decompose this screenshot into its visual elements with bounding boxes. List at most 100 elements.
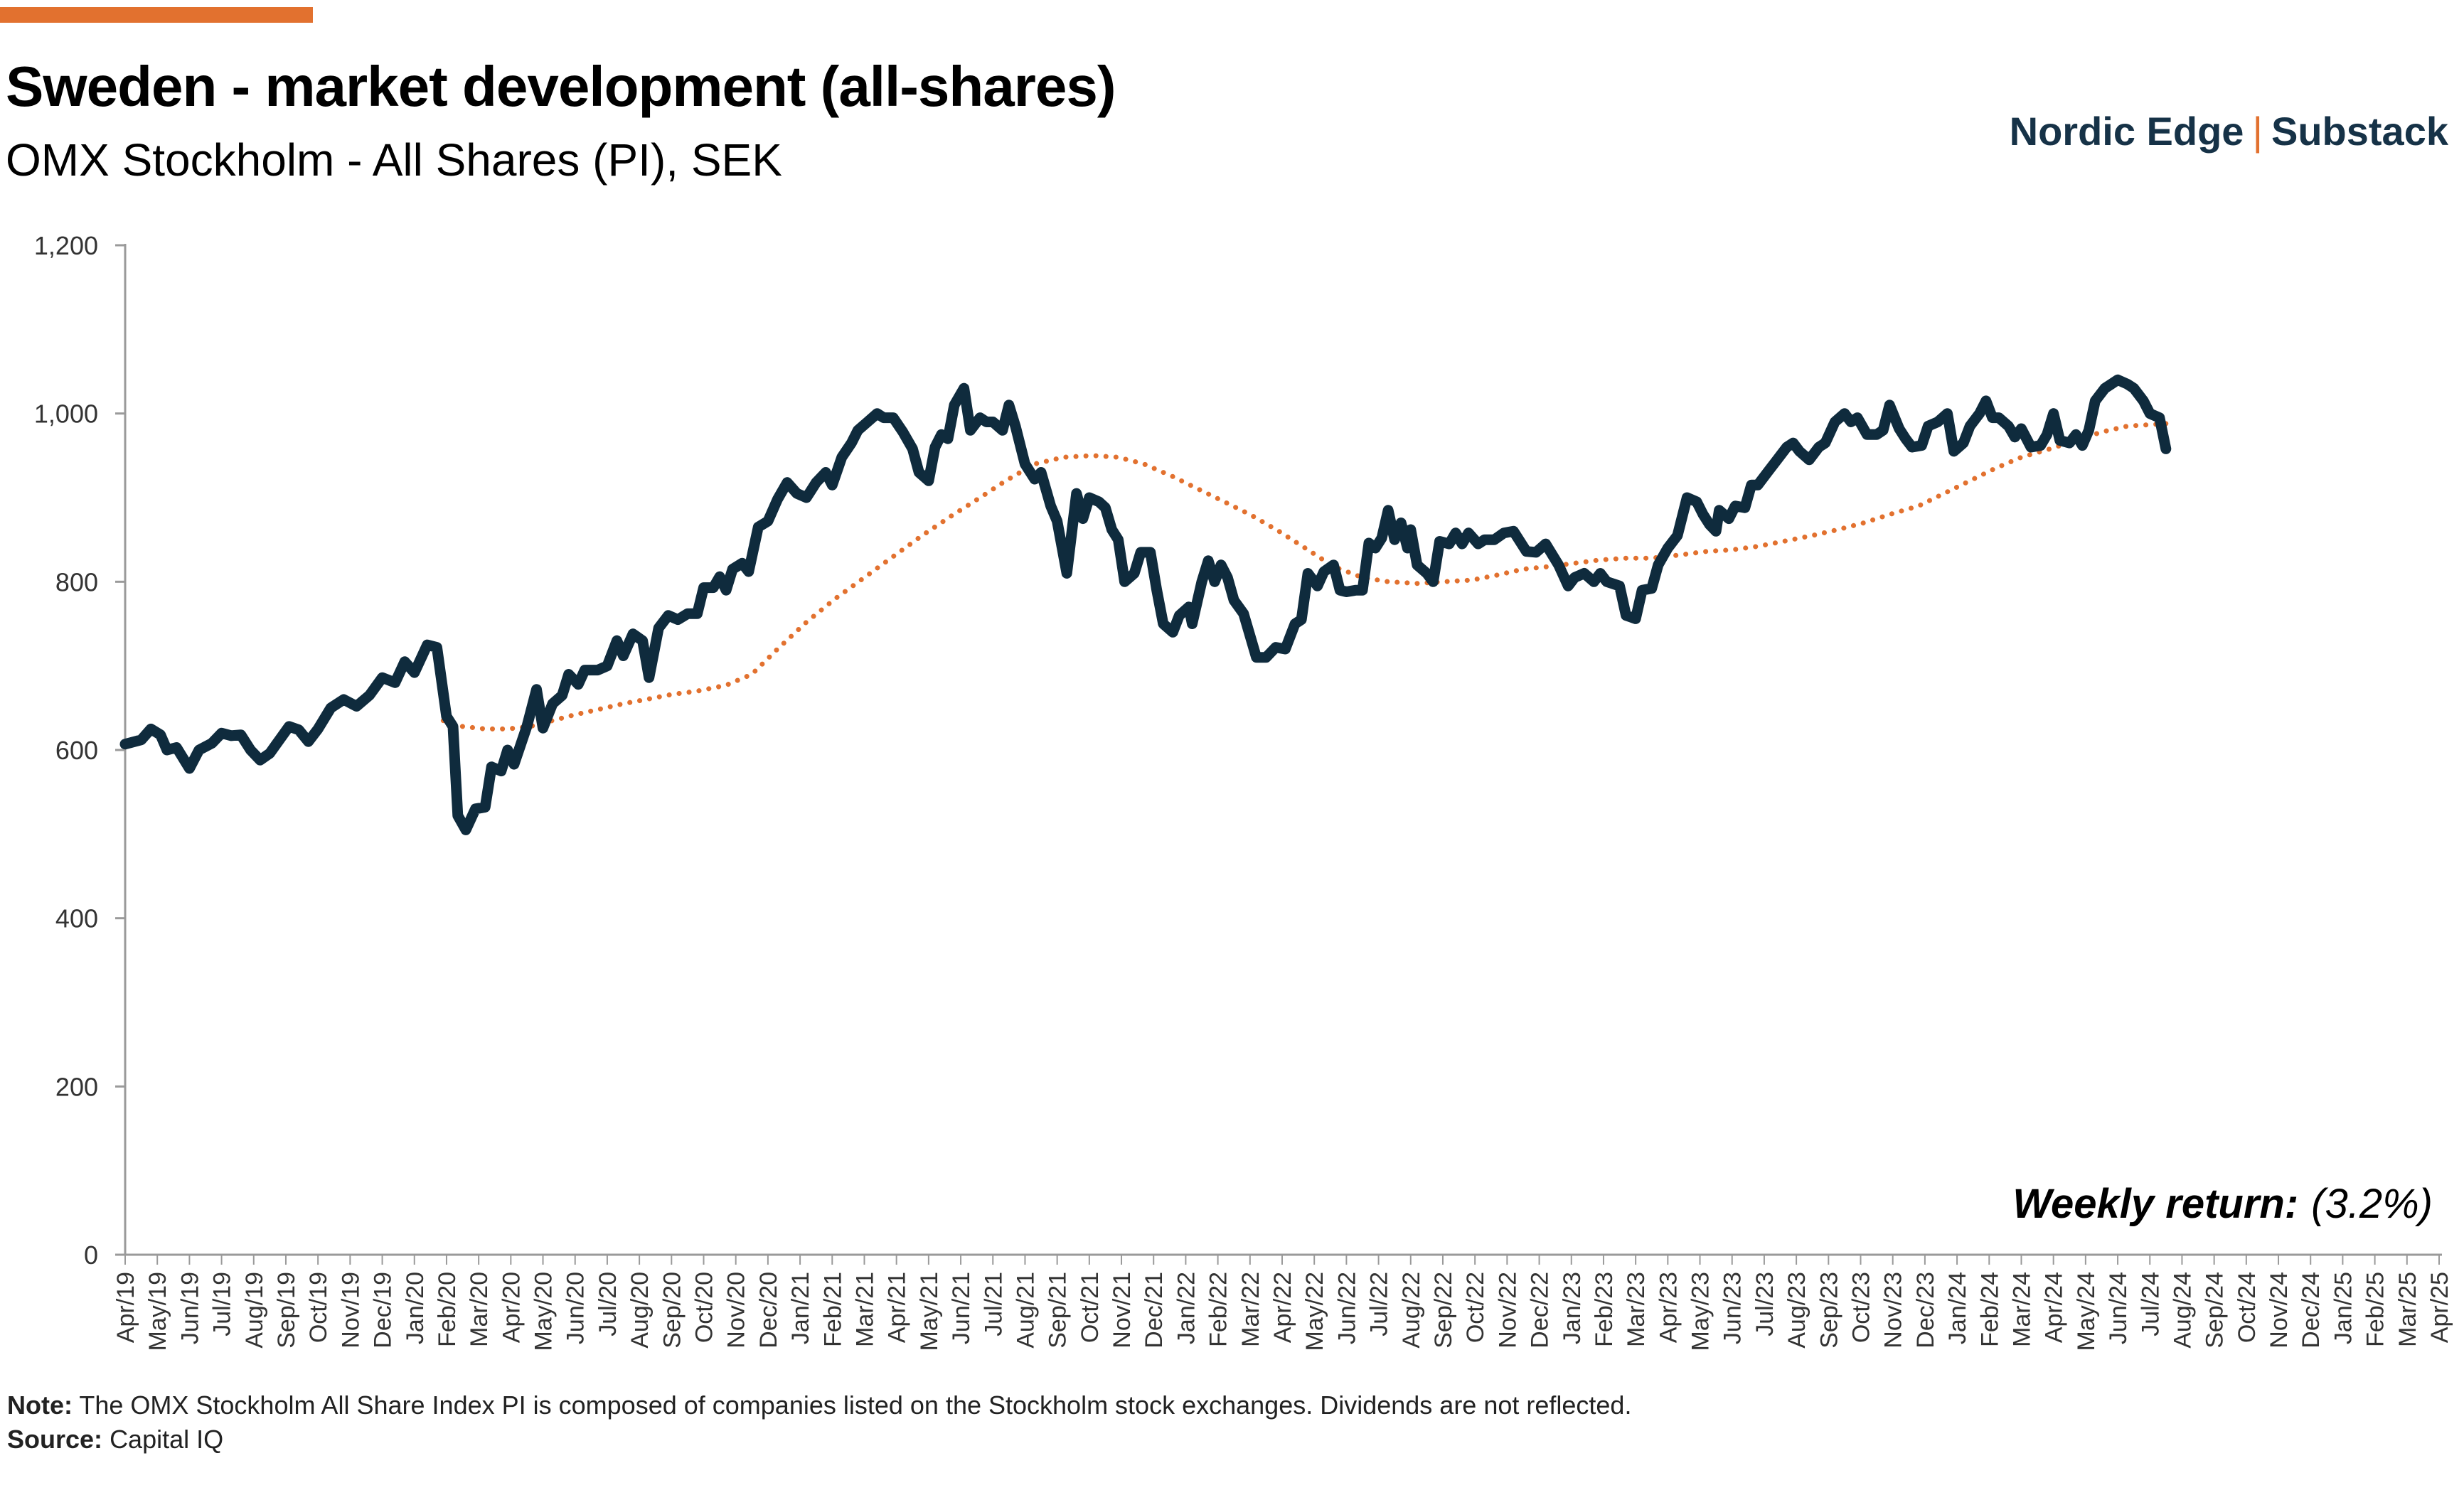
y-axis: 0 200 400 600 800 1,000 1,200 — [34, 231, 127, 1270]
brand-logo: Nordic Edge | Substack — [2010, 108, 2448, 154]
x-tick-label: Aug/20 — [626, 1272, 654, 1349]
x-tick-label: May/22 — [1301, 1272, 1328, 1351]
x-tick-label: Mar/20 — [466, 1272, 493, 1347]
x-tick-label: Nov/19 — [337, 1272, 364, 1349]
x-tick-label: Mar/25 — [2394, 1272, 2421, 1347]
x-tick-label: Jan/24 — [1944, 1272, 1971, 1344]
x-axis: Apr/19 May/19 Jun/19 Jul/19 Aug/19 Sep/19 Oct/… — [112, 1253, 2453, 1351]
x-tick-label: Apr/19 — [112, 1272, 139, 1343]
x-tick-label: Aug/19 — [241, 1272, 268, 1349]
x-tick-label: Jan/22 — [1173, 1272, 1200, 1344]
source-label: Source: — [7, 1425, 103, 1454]
x-tick-label: Nov/20 — [723, 1272, 750, 1349]
footnote: Note: The OMX Stockholm All Share Index … — [7, 1390, 1631, 1420]
y-tick-label: 1,200 — [34, 231, 98, 260]
x-tick-label: Jan/20 — [402, 1272, 429, 1344]
x-tick-label: Dec/20 — [755, 1272, 782, 1349]
x-tick-label: Nov/23 — [1880, 1272, 1907, 1349]
x-tick-label: Aug/23 — [1783, 1272, 1810, 1349]
x-tick-label: Mar/22 — [1237, 1272, 1264, 1347]
x-tick-label: May/19 — [144, 1272, 171, 1351]
x-tick-label: Dec/24 — [2298, 1272, 2325, 1349]
x-tick-label: Apr/20 — [498, 1272, 525, 1343]
brand-platform: Substack — [2271, 109, 2448, 154]
x-tick-label: Nov/22 — [1494, 1272, 1521, 1349]
x-tick-label: Feb/20 — [434, 1272, 461, 1347]
x-tick-label: Oct/20 — [691, 1272, 718, 1343]
chart-subtitle: OMX Stockholm - All Shares (PI), SEK — [6, 134, 782, 186]
weekly-return-callout: Weekly return: (3.2%) — [2012, 1180, 2433, 1228]
x-tick-label: Sep/23 — [1815, 1272, 1842, 1349]
x-tick-label: Mar/21 — [851, 1272, 878, 1347]
x-tick-label: Apr/22 — [1269, 1272, 1296, 1343]
chart-title: Sweden - market development (all-shares) — [6, 55, 1116, 118]
x-tick-label: Jan/25 — [2330, 1272, 2357, 1344]
source-text: Capital IQ — [110, 1425, 224, 1454]
x-tick-label: Jul/19 — [209, 1272, 236, 1336]
x-tick-label: Oct/19 — [305, 1272, 332, 1343]
x-tick-label: May/24 — [2073, 1272, 2100, 1351]
y-tick-label: 600 — [55, 736, 98, 765]
x-tick-label: Jan/23 — [1559, 1272, 1586, 1344]
x-tick-label: Nov/21 — [1109, 1272, 1136, 1349]
x-tick-label: Jun/22 — [1333, 1272, 1360, 1344]
x-tick-label: Feb/23 — [1591, 1272, 1618, 1347]
x-tick-label: Mar/24 — [2008, 1272, 2035, 1347]
x-tick-label: Dec/22 — [1527, 1272, 1554, 1349]
x-tick-label: Aug/24 — [2169, 1272, 2196, 1349]
series-layer — [119, 374, 2172, 835]
x-tick-label: Nov/24 — [2266, 1272, 2293, 1349]
x-tick-label: Jun/20 — [562, 1272, 590, 1344]
weekly-return-label: Weekly return: — [2012, 1181, 2299, 1227]
x-tick-label: Sep/21 — [1045, 1272, 1072, 1349]
x-tick-label: Jul/22 — [1366, 1272, 1393, 1336]
source-line: Source: Capital IQ — [7, 1425, 223, 1454]
y-tick-label: 200 — [55, 1072, 98, 1101]
brand-separator: | — [2252, 109, 2263, 154]
x-tick-label: Feb/21 — [819, 1272, 846, 1347]
x-tick-label: Apr/25 — [2426, 1272, 2453, 1343]
x-tick-label: Jun/19 — [176, 1272, 203, 1344]
note-text: The OMX Stockholm All Share Index PI is … — [79, 1390, 1632, 1420]
x-tick-label: Jul/24 — [2137, 1272, 2164, 1336]
x-tick-label: Dec/19 — [370, 1272, 397, 1349]
x-tick-label: May/21 — [916, 1272, 943, 1351]
x-tick-label: Jun/23 — [1719, 1272, 1746, 1344]
x-tick-label: Dec/21 — [1141, 1272, 1168, 1349]
y-tick-label: 800 — [55, 567, 98, 596]
y-tick-label: 400 — [55, 904, 98, 933]
weekly-return-value: (3.2%) — [2311, 1181, 2433, 1227]
x-tick-label: Oct/23 — [1848, 1272, 1875, 1343]
x-tick-label: Jul/20 — [594, 1272, 622, 1336]
x-tick-label: Jun/21 — [948, 1272, 975, 1344]
y-tick-label: 0 — [84, 1241, 98, 1270]
x-tick-label: Sep/22 — [1430, 1272, 1457, 1349]
x-tick-label: May/23 — [1687, 1272, 1714, 1351]
x-tick-label: Sep/20 — [658, 1272, 686, 1349]
x-tick-label: Feb/22 — [1205, 1272, 1232, 1347]
x-tick-label: Jan/21 — [787, 1272, 814, 1344]
x-tick-label: May/20 — [530, 1272, 558, 1351]
x-tick-label: Jun/24 — [2105, 1272, 2132, 1344]
x-tick-label: Oct/21 — [1077, 1272, 1104, 1343]
series-line-omx-all-shares — [119, 374, 2172, 835]
x-tick-label: Oct/24 — [2234, 1272, 2261, 1343]
accent-bar — [0, 7, 313, 23]
x-tick-label: Aug/22 — [1398, 1272, 1425, 1349]
x-tick-label: Feb/24 — [1976, 1272, 2003, 1347]
x-tick-label: Jul/21 — [980, 1272, 1007, 1336]
x-tick-label: Feb/25 — [2362, 1272, 2389, 1347]
brand-name: Nordic Edge — [2009, 109, 2244, 154]
x-tick-label: Jul/23 — [1751, 1272, 1778, 1336]
x-tick-label: Aug/21 — [1012, 1272, 1039, 1349]
x-tick-label: Apr/23 — [1655, 1272, 1682, 1343]
x-tick-label: Apr/21 — [884, 1272, 911, 1343]
x-tick-label: Apr/24 — [2041, 1272, 2068, 1343]
note-label: Note: — [7, 1390, 73, 1420]
x-tick-label: Sep/19 — [273, 1272, 300, 1349]
y-tick-label: 1,000 — [34, 400, 98, 429]
x-tick-label: Sep/24 — [2202, 1272, 2229, 1349]
x-tick-label: Mar/23 — [1623, 1272, 1650, 1347]
x-tick-label: Dec/23 — [1912, 1272, 1939, 1349]
